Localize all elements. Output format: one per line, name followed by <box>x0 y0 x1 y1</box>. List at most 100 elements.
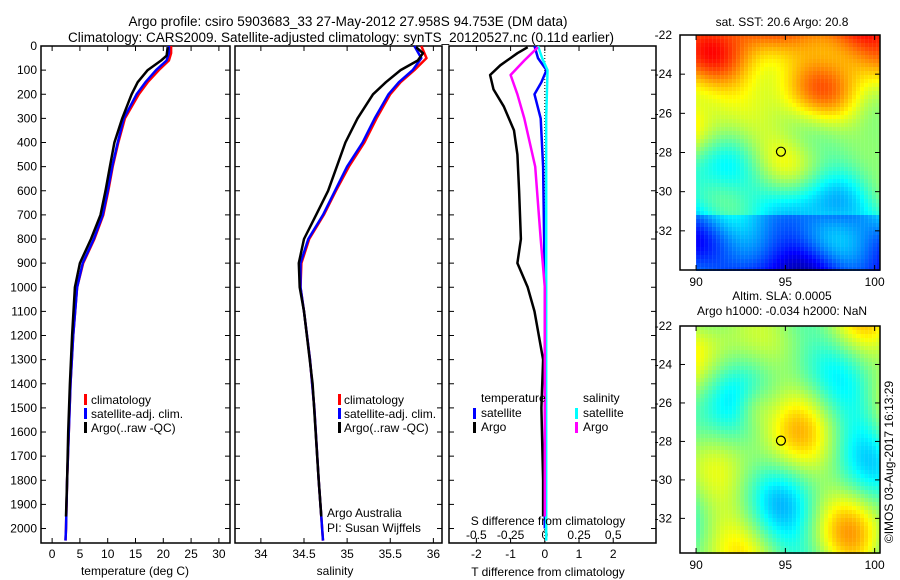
map-pixel <box>860 95 865 99</box>
map-pixel <box>848 430 853 434</box>
map-pixel <box>752 199 757 203</box>
map-pixel <box>864 374 869 378</box>
map-pixel <box>756 458 761 462</box>
map-pixel <box>824 338 829 342</box>
map-pixel <box>732 470 737 474</box>
map-pixel <box>792 370 797 374</box>
map-pixel <box>736 422 741 426</box>
map-pixel <box>744 430 749 434</box>
map-pixel <box>696 502 701 506</box>
map-pixel <box>740 75 745 79</box>
map-pixel <box>708 115 713 119</box>
map-pixel <box>748 410 753 414</box>
map-pixel <box>748 498 753 502</box>
map-pixel <box>708 235 713 239</box>
map-pixel <box>856 438 861 442</box>
map-pixel <box>724 354 729 358</box>
map-pixel <box>804 47 809 51</box>
map-pixel <box>712 215 717 219</box>
map-pixel <box>700 442 705 446</box>
map-pixel <box>828 354 833 358</box>
map-pixel <box>740 171 745 175</box>
map-pixel <box>840 402 845 406</box>
map-pixel <box>788 35 793 39</box>
map-pixel <box>704 334 709 338</box>
map-pixel <box>812 115 817 119</box>
map-pixel <box>768 342 773 346</box>
map-pixel <box>768 239 773 243</box>
map-pixel <box>732 426 737 430</box>
map-pixel <box>820 139 825 143</box>
map-pixel <box>752 418 757 422</box>
map-pixel <box>796 338 801 342</box>
map-pixel <box>740 103 745 107</box>
map-pixel <box>820 259 825 263</box>
map-pixel <box>720 478 725 482</box>
map-pixel <box>756 442 761 446</box>
map-pixel <box>788 59 793 63</box>
map-pixel <box>816 191 821 195</box>
map-pixel <box>732 259 737 263</box>
map-pixel <box>792 191 797 195</box>
map-pixel <box>752 203 757 207</box>
map-pixel <box>784 187 789 191</box>
map-pixel <box>740 370 745 374</box>
map-pixel <box>868 67 873 71</box>
y-tick-label: 400 <box>17 136 37 150</box>
map-pixel <box>820 454 825 458</box>
map-pixel <box>848 171 853 175</box>
map-pixel <box>740 382 745 386</box>
map-pixel <box>776 51 781 55</box>
map-pixel <box>796 227 801 231</box>
map-pixel <box>872 402 877 406</box>
map-pixel <box>872 398 877 402</box>
map-pixel <box>820 494 825 498</box>
map-pixel <box>748 103 753 107</box>
map-pixel <box>808 414 813 418</box>
map-pixel <box>828 207 833 211</box>
map-pixel <box>788 227 793 231</box>
map-pixel <box>760 394 765 398</box>
map-pixel <box>696 478 701 482</box>
map-pixel <box>732 39 737 43</box>
map-pixel <box>860 259 865 263</box>
map-pixel <box>872 47 877 51</box>
map-pixel <box>724 330 729 334</box>
map-pixel <box>832 259 837 263</box>
map-pixel <box>848 414 853 418</box>
map-pixel <box>836 115 841 119</box>
map-pixel <box>764 326 769 330</box>
map-pixel <box>784 91 789 95</box>
map-pixel <box>860 342 865 346</box>
map-pixel <box>788 183 793 187</box>
map-pixel <box>760 362 765 366</box>
map-pixel <box>792 99 797 103</box>
map-pixel <box>856 179 861 183</box>
map-pixel <box>696 51 701 55</box>
map-pixel <box>876 426 881 430</box>
map-pixel <box>852 91 857 95</box>
map-pixel <box>836 342 841 346</box>
map-pixel <box>764 470 769 474</box>
map-pixel <box>808 458 813 462</box>
map-pixel <box>856 466 861 470</box>
map-pixel <box>784 362 789 366</box>
map-pixel <box>776 167 781 171</box>
map-pixel <box>808 127 813 131</box>
map-pixel <box>748 163 753 167</box>
map-pixel <box>796 446 801 450</box>
map-pixel <box>716 83 721 87</box>
map-pixel <box>752 255 757 259</box>
map-pixel <box>728 223 733 227</box>
map-pixel <box>792 482 797 486</box>
map-pixel <box>832 203 837 207</box>
map-pixel <box>808 354 813 358</box>
map-pixel <box>848 47 853 51</box>
map-pixel <box>780 187 785 191</box>
map-pixel <box>868 498 873 502</box>
map-pixel <box>800 362 805 366</box>
map-pixel <box>744 466 749 470</box>
map-pixel <box>820 123 825 127</box>
series-line-s-satellite <box>536 45 549 541</box>
map-pixel <box>776 59 781 63</box>
